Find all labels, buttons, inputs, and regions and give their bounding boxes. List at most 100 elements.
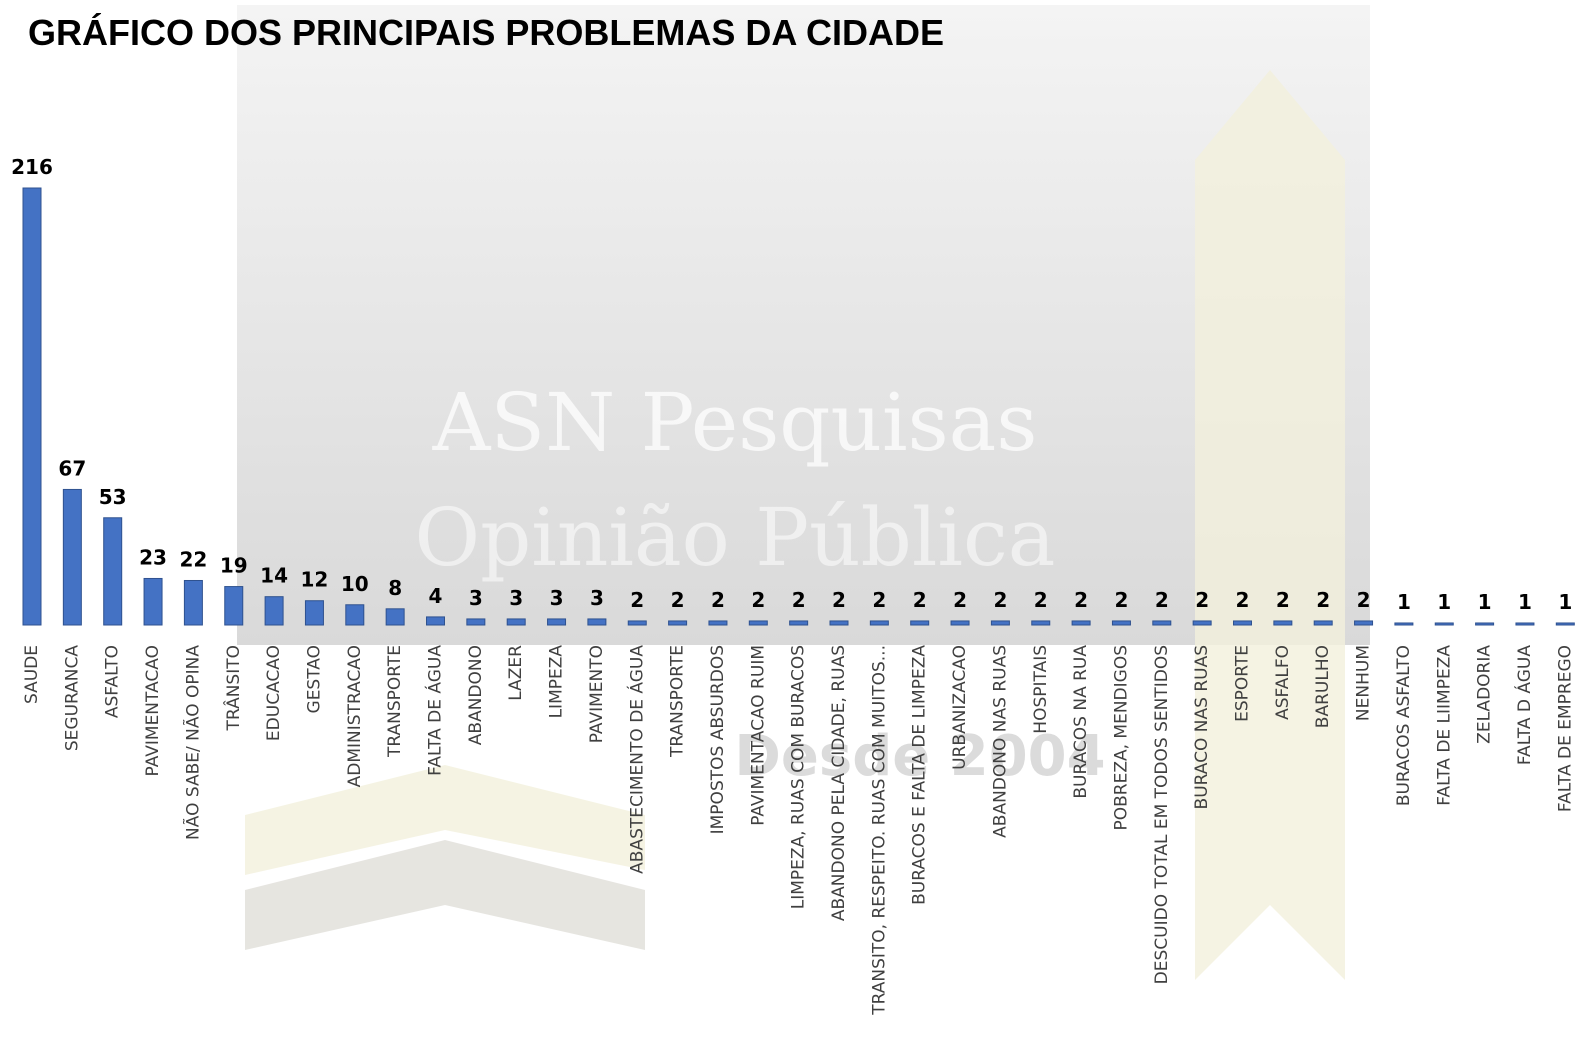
x-tick-label: FALTA DE ÁGUA bbox=[424, 645, 446, 776]
bar bbox=[1313, 620, 1333, 626]
bar bbox=[1394, 622, 1414, 626]
bar bbox=[950, 620, 970, 626]
value-label: 1 bbox=[1558, 590, 1572, 614]
x-tick-label: ASFALFO bbox=[1273, 645, 1293, 720]
value-label: 22 bbox=[179, 547, 207, 571]
x-tick-label: BURACOS NA RUA bbox=[1071, 645, 1091, 799]
x-tick-label: LIMPEZA bbox=[547, 645, 567, 719]
x-tick-label: GESTAO bbox=[304, 645, 324, 713]
bar bbox=[829, 620, 849, 626]
bar bbox=[1233, 620, 1252, 626]
x-tick-label: EDUCACAO bbox=[264, 645, 284, 741]
value-label: 2 bbox=[953, 588, 967, 612]
x-tick-label: PAVIMENTACAO bbox=[143, 645, 163, 776]
value-label: 2 bbox=[1195, 588, 1209, 612]
value-label: 67 bbox=[58, 456, 86, 480]
watermark-chevron bbox=[245, 765, 645, 875]
x-tick-label: FALTA D ÁGUA bbox=[1513, 645, 1535, 766]
x-tick-label: SAUDE bbox=[22, 645, 42, 704]
bar bbox=[1434, 622, 1454, 626]
bar bbox=[1354, 620, 1374, 626]
value-label: 12 bbox=[301, 568, 329, 592]
value-label: 1 bbox=[1437, 590, 1451, 614]
x-tick-label: TRÂNSITO bbox=[222, 645, 244, 731]
value-label: 8 bbox=[388, 576, 402, 600]
value-label: 1 bbox=[1397, 590, 1411, 614]
x-tick-label: ABANDONO PELA CIDADE, RUAS bbox=[829, 645, 849, 921]
value-label: 2 bbox=[671, 588, 685, 612]
x-tick-label: NENHUM bbox=[1354, 645, 1374, 721]
x-tick-label: URBANIZACAO bbox=[950, 645, 970, 770]
x-tick-label: LIMPEZA, RUAS COM BURACOS bbox=[789, 645, 809, 909]
x-tick-label: BURACOS ASFALTO bbox=[1394, 645, 1414, 806]
bar bbox=[426, 616, 445, 626]
x-tick-label: PAVIMENTO bbox=[587, 645, 607, 743]
x-tick-label: IMPOSTOS ABSURDOS bbox=[708, 645, 728, 834]
x-tick-label: BURACO NAS RUAS bbox=[1192, 645, 1212, 809]
x-tick-label: FALTA DE EMPREGO bbox=[1555, 645, 1575, 812]
value-label: 2 bbox=[1114, 588, 1128, 612]
x-tick-label: POBREZA, MENDIGOS bbox=[1111, 645, 1131, 831]
bar bbox=[789, 620, 809, 626]
watermark-text: Desde 2004 bbox=[734, 724, 1105, 789]
bar bbox=[345, 604, 365, 626]
value-label: 1 bbox=[1478, 590, 1492, 614]
bar bbox=[143, 577, 163, 626]
value-label: 10 bbox=[341, 572, 369, 596]
bar bbox=[990, 620, 1010, 626]
bar bbox=[869, 620, 889, 626]
value-label: 2 bbox=[711, 588, 725, 612]
value-label: 2 bbox=[1276, 588, 1290, 612]
bar bbox=[385, 608, 405, 626]
x-tick-label: HOSPITAIS bbox=[1031, 645, 1051, 734]
value-label: 2 bbox=[872, 588, 886, 612]
x-tick-label: ABANDONO NAS RUAS bbox=[990, 645, 1010, 838]
x-tick-label: LAZER bbox=[506, 645, 526, 701]
x-tick-label: ADMINISTRACAO bbox=[345, 645, 365, 787]
value-label: 3 bbox=[509, 586, 523, 610]
value-label: 23 bbox=[139, 545, 167, 569]
bar bbox=[668, 620, 688, 626]
bar bbox=[22, 187, 42, 626]
watermark-chevron bbox=[245, 840, 645, 950]
bar bbox=[1071, 620, 1091, 626]
value-label: 2 bbox=[751, 588, 765, 612]
bar bbox=[506, 618, 526, 626]
watermark-arrow bbox=[1195, 70, 1345, 980]
watermark-text: Opinião Pública bbox=[414, 491, 1055, 584]
watermark-text: ASN Pesquisas bbox=[432, 376, 1038, 469]
bar bbox=[224, 586, 244, 626]
value-label: 3 bbox=[469, 586, 483, 610]
value-label: 4 bbox=[429, 584, 443, 608]
bar bbox=[910, 620, 930, 626]
bar bbox=[547, 618, 567, 626]
bar bbox=[708, 620, 728, 626]
value-label: 2 bbox=[1034, 588, 1048, 612]
value-label: 1 bbox=[1518, 590, 1532, 614]
x-tick-label: ASFALTO bbox=[103, 645, 123, 718]
value-label: 19 bbox=[220, 554, 248, 578]
value-label: 2 bbox=[1074, 588, 1088, 612]
bar bbox=[183, 579, 203, 626]
x-tick-label: ABASTECIMENTO DE ÁGUA bbox=[625, 645, 647, 874]
value-label: 2 bbox=[1357, 588, 1371, 612]
value-label: 2 bbox=[913, 588, 927, 612]
x-tick-label: FALTA DE LIIMPEZA bbox=[1434, 645, 1454, 806]
watermark-background bbox=[237, 5, 1370, 645]
bar bbox=[304, 600, 324, 626]
bar bbox=[62, 488, 82, 626]
bar bbox=[264, 596, 284, 626]
x-tick-label: DESCUIDO TOTAL EM TODOS SENTIDOS bbox=[1152, 645, 1172, 984]
value-label: 216 bbox=[11, 155, 53, 179]
bar bbox=[1515, 622, 1535, 626]
bar bbox=[1152, 620, 1172, 626]
x-tick-label: ABANDONO bbox=[466, 645, 486, 745]
chart-title: GRÁFICO DOS PRINCIPAIS PROBLEMAS DA CIDA… bbox=[28, 12, 944, 53]
x-tick-label: SEGURANCA bbox=[62, 645, 82, 751]
value-label: 2 bbox=[832, 588, 846, 612]
x-tick-label: TRANSITO, RESPEITO. RUAS COM MUITOS... bbox=[869, 645, 889, 1016]
bar bbox=[1192, 620, 1212, 626]
x-tick-label: NÃO SABE/ NÃO OPINA bbox=[181, 645, 203, 840]
bar bbox=[1111, 620, 1131, 626]
